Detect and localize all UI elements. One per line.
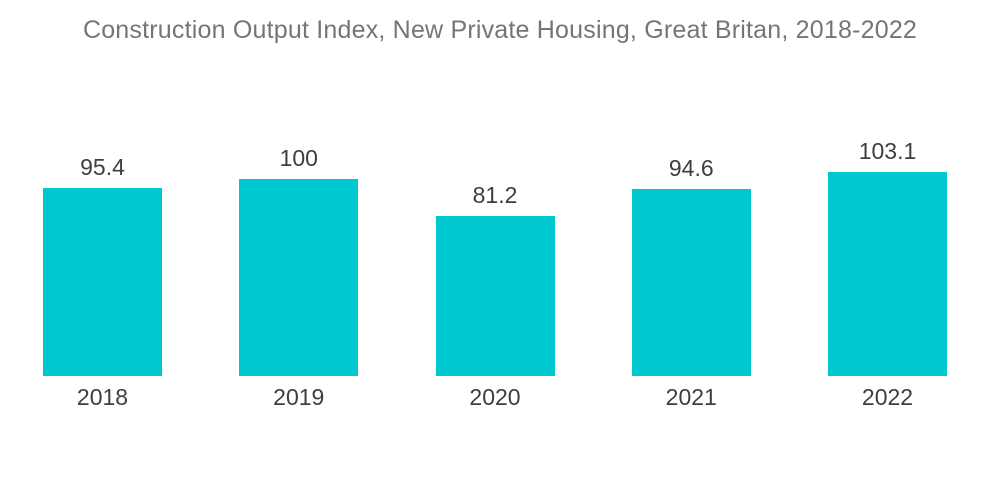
- bar-value-label: 94.6: [668, 155, 714, 182]
- x-axis-tick-label: 2022: [861, 384, 914, 410]
- bar-group-2021: 94.6 2021: [631, 0, 751, 409]
- bar-2018: [43, 187, 162, 376]
- bar-value-label: 81.2: [472, 181, 518, 208]
- bar-2020: [435, 215, 555, 376]
- bar-group-2020: 81.2 2020: [435, 0, 555, 409]
- bar-group-2019: 100 2019: [239, 0, 359, 409]
- x-axis-tick-label: 2020: [469, 384, 521, 410]
- bar-2021: [631, 189, 751, 376]
- bar-value-label: 95.4: [80, 153, 125, 180]
- x-axis-tick-label: 2019: [273, 384, 325, 410]
- plot-area: 95.4 2018 100 2019 81.2 2020 94.6 2021 103.1 2022: [43, 0, 947, 409]
- bar-value-label: 103.1: [858, 138, 917, 165]
- x-axis-tick-label: 2018: [76, 384, 129, 410]
- x-axis-tick-label: 2021: [665, 384, 717, 410]
- bar-2022: [828, 172, 947, 376]
- bar-value-label: 100: [279, 144, 318, 171]
- bar-group-2018: 95.4 2018: [43, 0, 162, 409]
- bar-group-2022: 103.1 2022: [828, 0, 947, 409]
- bar-2019: [239, 178, 359, 376]
- chart-title: Construction Output Index, New Private H…: [82, 16, 918, 44]
